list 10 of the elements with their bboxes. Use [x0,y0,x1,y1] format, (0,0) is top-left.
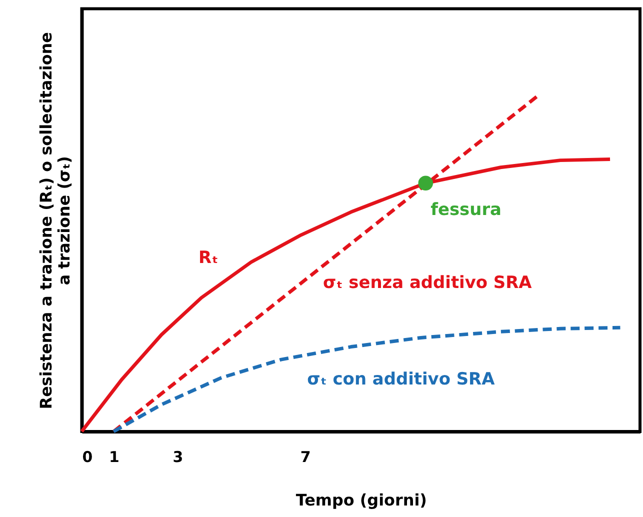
x-axis-title: Tempo (giorni) [296,490,427,510]
x-tick-label: 1 [108,448,120,466]
y-axis-title: Resistenza a trazione (Rₜ) o sollecitazione a trazione (σₜ) [36,32,74,410]
series-label: σₜ con additivo SRA [307,368,496,389]
x-tick-label: 3 [172,448,184,466]
x-tick-label: 0 [82,448,93,466]
series-label: Rₜ [198,246,218,267]
series-label: fessura [430,199,502,220]
series-label: σₜ senza additivo SRA [322,272,533,292]
x-tick-label: 7 [300,448,311,466]
